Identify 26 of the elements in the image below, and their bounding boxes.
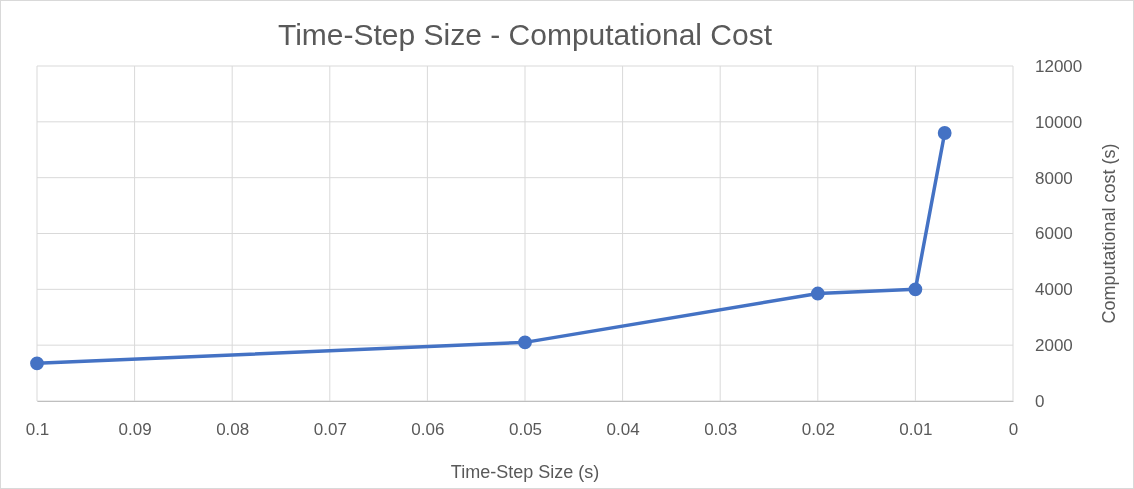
y-tick-label: 10000 bbox=[1035, 112, 1083, 132]
y-tick-label: 8000 bbox=[1035, 168, 1073, 188]
x-tick-label: 0.07 bbox=[313, 420, 347, 440]
point bbox=[937, 126, 952, 140]
x-tick-label: 0.1 bbox=[25, 420, 50, 440]
point bbox=[30, 356, 44, 371]
x-tick-label: 0.05 bbox=[508, 420, 543, 440]
x-tick-label: 0.01 bbox=[899, 420, 933, 440]
x-tick-label: 0 bbox=[1008, 420, 1019, 440]
point bbox=[810, 286, 825, 301]
x-tick-label: 0.02 bbox=[801, 420, 835, 440]
y-tick-label: 0 bbox=[1035, 391, 1045, 411]
chart-title: Time-Step Size - Computational Cost bbox=[277, 18, 773, 51]
x-tick-label: 0.03 bbox=[704, 420, 738, 440]
x-tick-label: 0.08 bbox=[216, 420, 250, 440]
point bbox=[518, 335, 532, 350]
y-tick-label: 12000 bbox=[1035, 56, 1083, 76]
y-tick-label: 6000 bbox=[1035, 224, 1073, 244]
y-axis-title: Computational cost (s) bbox=[1099, 143, 1119, 324]
x-tick-label: 0.06 bbox=[411, 420, 445, 440]
x-axis-title: Time-Step Size (s) bbox=[450, 462, 600, 482]
y-tick-label: 2000 bbox=[1035, 336, 1073, 356]
x-tick-label: 0.04 bbox=[606, 420, 640, 440]
x-tick-label: 0.09 bbox=[118, 420, 152, 440]
y-tick-label: 4000 bbox=[1035, 280, 1073, 300]
point bbox=[908, 282, 923, 297]
